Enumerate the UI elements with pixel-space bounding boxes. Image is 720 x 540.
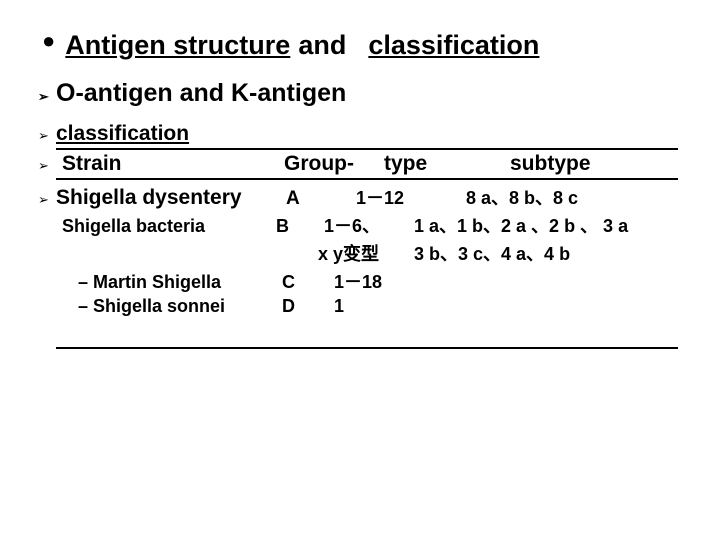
cell-group: D	[282, 296, 334, 317]
col-header-subtype: subtype	[510, 152, 678, 176]
cell-group: C	[282, 272, 334, 293]
table-header-row: ➢ Strain Group- type subtype	[38, 152, 678, 176]
rule-top	[56, 148, 678, 150]
cell-subtype: 1 a、1 b、2 a 、2 b 、 3 a	[414, 212, 678, 238]
cell-type: 1	[334, 296, 678, 317]
cell-strain: Shigella dysentery	[56, 186, 276, 210]
title-connector: and	[298, 30, 346, 61]
cell-type: 1－6、	[324, 212, 414, 238]
cell-group: A	[276, 188, 356, 210]
cell-subtype: 3 b、3 c、4 a、4 b	[414, 240, 678, 266]
col-header-type: type	[384, 152, 510, 176]
cell-type: 1－18	[334, 268, 678, 294]
col-header-group: Group-	[284, 152, 384, 176]
cell-type: 1－12	[356, 184, 466, 210]
table-row: – Martin Shigella C 1－18	[78, 268, 678, 294]
arrow-bullet-icon: ➢	[38, 192, 56, 208]
arrow-bullet-icon: ➢	[38, 128, 56, 144]
cell-type: x y变型	[318, 240, 414, 266]
cell-strain: – Shigella sonnei	[78, 296, 282, 317]
rule-bottom	[56, 347, 678, 349]
cell-subtype: 8 a、8 b、8 c	[466, 184, 678, 210]
classification-label-row: ➢ classification	[38, 122, 678, 146]
subtitle-text: O-antigen and K-antigen	[56, 79, 346, 108]
arrow-bullet-icon: ➢	[38, 89, 56, 105]
cell-strain: – Martin Shigella	[78, 272, 282, 293]
slide-content: ● Antigen structure and classification ➢…	[0, 0, 720, 379]
title-part-2: classification	[368, 30, 539, 61]
col-header-strain: Strain	[62, 152, 284, 176]
title-row: ● Antigen structure and classification	[42, 30, 678, 61]
table-row: ➢ Shigella dysentery A 1－12 8 a、8 b、8 c	[38, 184, 678, 210]
dot-bullet-icon: ●	[42, 30, 55, 52]
table-row: – Shigella sonnei D 1	[78, 296, 678, 317]
cell-group: B	[276, 216, 324, 237]
classification-label: classification	[56, 122, 189, 146]
subtitle-row: ➢ O-antigen and K-antigen	[38, 79, 678, 108]
table-row: x y变型 3 b、3 c、4 a、4 b	[62, 240, 678, 266]
cell-strain: Shigella bacteria	[62, 216, 276, 237]
arrow-bullet-icon: ➢	[38, 158, 56, 174]
title-part-1: Antigen structure	[65, 30, 290, 61]
rule-header	[56, 178, 678, 180]
table-row: Shigella bacteria B 1－6、 1 a、1 b、2 a 、2 …	[62, 212, 678, 238]
